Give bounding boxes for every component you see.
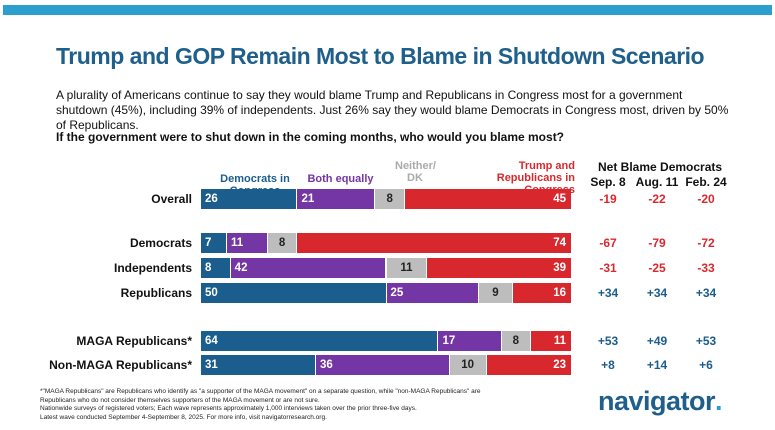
data-label: 39 — [553, 262, 566, 274]
row-label: MAGA Republicans* — [76, 334, 192, 348]
data-label: 45 — [553, 193, 566, 205]
data-label: 17 — [442, 335, 456, 347]
bar-segment: 7 — [201, 233, 226, 253]
data-label: 25 — [390, 287, 404, 299]
net-value: -79 — [648, 236, 666, 250]
bar-segment: 31 — [201, 355, 315, 375]
data-label: 8 — [205, 262, 212, 274]
data-label: 11 — [400, 262, 413, 274]
net-value: -20 — [697, 192, 715, 206]
data-label: 8 — [278, 237, 286, 249]
data-label: 50 — [205, 287, 218, 299]
bar-segment: 26 — [201, 189, 297, 209]
navigator-logo: navigator. — [598, 386, 723, 416]
bar-segment: 16 — [512, 283, 571, 303]
bar-segment: 23 — [486, 355, 571, 375]
top-accent-bar — [3, 5, 772, 15]
row-label: Independents — [113, 261, 192, 275]
data-label: 10 — [461, 359, 474, 371]
bar-segment: 25 — [386, 283, 479, 303]
bar-segment: 39 — [427, 258, 571, 278]
net-value: -19 — [599, 192, 617, 206]
net-value: -72 — [697, 236, 715, 250]
net-value: +6 — [699, 358, 713, 372]
net-value: -25 — [648, 261, 666, 275]
net-value: +49 — [646, 334, 668, 348]
net-value: -22 — [648, 192, 666, 206]
bar-segment: 42 — [230, 258, 386, 278]
bar-segment: 10 — [449, 355, 486, 375]
footnote-line: Nationwide surveys of registered voters;… — [40, 405, 417, 412]
data-label: 8 — [512, 335, 520, 347]
bar-segment: 50 — [201, 283, 386, 303]
data-label: 16 — [553, 287, 566, 299]
bar-segment: 45 — [405, 189, 571, 209]
net-value: -31 — [599, 261, 617, 275]
bar-segment: 8 — [201, 258, 230, 278]
net-value: +14 — [646, 358, 668, 372]
net-value: +34 — [597, 286, 619, 300]
net-title: Net Blame Democrats — [598, 160, 723, 174]
question: If the government were to shut down in t… — [56, 130, 565, 144]
data-label: 11 — [553, 335, 566, 347]
row-label: Overall — [151, 192, 192, 206]
legend-item: Neither/ DK — [395, 160, 436, 184]
net-value: +34 — [695, 286, 717, 300]
bar-segment: 11 — [226, 233, 267, 253]
data-label: 64 — [205, 335, 218, 347]
data-label: 31 — [205, 359, 218, 371]
row-label: Republicans — [120, 286, 192, 300]
bar-segment: 17 — [438, 331, 501, 351]
footnote-line: Latest wave conducted September 4-Septem… — [40, 413, 327, 421]
row-label: Democrats — [129, 236, 192, 250]
bar-segment: 64 — [201, 331, 438, 351]
bar-segment: 21 — [297, 189, 375, 209]
data-label: 9 — [492, 287, 499, 299]
data-label: 23 — [553, 359, 566, 371]
data-label: 26 — [205, 193, 218, 205]
net-column-header: Sep. 8 — [590, 175, 626, 189]
bar-segment: 11 — [531, 331, 571, 351]
net-value: -33 — [697, 261, 715, 275]
bar-segment: 8 — [501, 331, 531, 351]
subtitle: A plurality of Americans continue to say… — [56, 88, 729, 132]
data-label: 7 — [205, 237, 212, 249]
net-column-header: Feb. 24 — [685, 175, 727, 189]
page-title: Trump and GOP Remain Most to Blame in Sh… — [56, 43, 705, 69]
bar-segment: 8 — [267, 233, 297, 253]
footnote-line: *"MAGA Republicans" are Republicans who … — [40, 388, 481, 404]
net-value: +53 — [597, 334, 619, 348]
legend-item: Both equally — [307, 173, 374, 185]
data-label: 21 — [301, 193, 315, 205]
data-label: 74 — [553, 237, 566, 249]
data-label: 11 — [230, 237, 244, 249]
net-value: +34 — [646, 286, 668, 300]
net-value: +53 — [695, 334, 717, 348]
bar-segment: 36 — [316, 355, 449, 375]
bar-segment: 11 — [386, 258, 427, 278]
net-value: +8 — [601, 358, 615, 372]
bar-segment: 8 — [375, 189, 405, 209]
data-label: 36 — [320, 359, 333, 371]
footnote: *"MAGA Republicans" are Republicans who … — [40, 388, 510, 422]
bar-segment: 74 — [297, 233, 571, 253]
data-label: 42 — [234, 262, 248, 274]
bar-segment: 9 — [479, 283, 512, 303]
net-column-header: Aug. 11 — [635, 175, 679, 189]
row-label: Non-MAGA Republicans* — [49, 358, 192, 372]
net-value: -67 — [599, 236, 617, 250]
data-label: 8 — [386, 193, 393, 205]
